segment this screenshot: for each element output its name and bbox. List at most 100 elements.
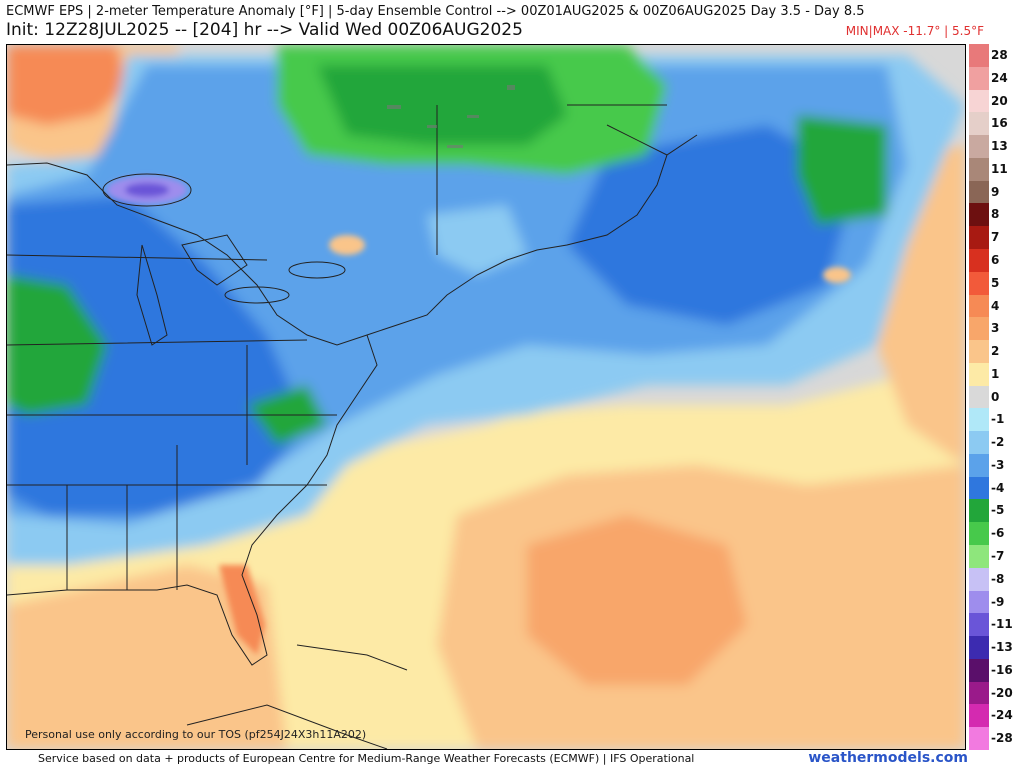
colorbar-label: -4 [991,480,1005,495]
anomaly-field [7,45,965,749]
colorbar-swatch [969,408,989,432]
data-credit: Service based on data + products of Euro… [38,752,695,765]
colorbar-swatch [969,476,989,500]
colorbar-swatch [969,203,989,227]
colorbar-step: 28 [969,44,1019,67]
colorbar-swatch [969,590,989,614]
colorbar-step: -9 [969,590,1019,614]
colorbar-step: 24 [969,66,1019,90]
anomaly-map[interactable]: Personal use only according to our TOS (… [6,44,966,750]
colorbar-label: -20 [991,685,1013,700]
colorbar-label: -8 [991,571,1005,586]
min-max-readout: MIN|MAX -11.7° | 5.5°F [845,24,984,38]
colorbar-swatch [969,340,989,363]
colorbar-step: -28 [969,727,1019,750]
colorbar-label: -6 [991,526,1005,541]
colorbar-label: 16 [991,116,1008,131]
colorbar-label: -5 [991,503,1005,518]
colorbar-step: 8 [969,203,1019,227]
colorbar-step: -5 [969,499,1019,523]
colorbar-label: -11 [991,617,1013,632]
colorbar-step: 1 [969,362,1019,386]
colorbar-label: 2 [991,344,1000,359]
colorbar-step: -7 [969,545,1019,568]
colorbar-step: 11 [969,157,1019,181]
colorbar-step: -24 [969,704,1019,728]
colorbar-label: 0 [991,389,1000,404]
colorbar-step: 3 [969,317,1019,341]
colorbar-label: -2 [991,435,1005,450]
colorbar-swatch [969,317,989,341]
footer: Service based on data + products of Euro… [0,750,1024,768]
colorbar-label: -3 [991,457,1005,472]
colorbar-step: -13 [969,636,1019,659]
colorbar-swatch [969,362,989,386]
map-subtitle: Init: 12Z28JUL2025 -- [204] hr --> Valid… [6,20,523,40]
colorbar-step: 2 [969,340,1019,363]
colorbar-swatch [969,727,989,750]
colorbar-step: -11 [969,613,1019,637]
colorbar-label: -7 [991,549,1005,564]
colorbar-step: -2 [969,431,1019,454]
colorbar-swatch [969,385,989,409]
colorbar-step: -6 [969,522,1019,546]
colorbar-step: -4 [969,476,1019,500]
colorbar-swatch [969,112,989,136]
colorbar-label: -9 [991,594,1005,609]
colorbar-step: 16 [969,112,1019,136]
map-title: ECMWF EPS | 2-meter Temperature Anomaly … [6,4,865,19]
colorbar-step: 7 [969,226,1019,249]
colorbar-label: -28 [991,731,1013,746]
colorbar-swatch [969,453,989,477]
colorbar-step: -1 [969,408,1019,432]
colorbar-step: -8 [969,567,1019,591]
colorbar-step: 20 [969,89,1019,113]
colorbar-step: 13 [969,135,1019,158]
colorbar-swatch [969,681,989,705]
colorbar-swatch [969,271,989,295]
colorbar-swatch [969,89,989,113]
colorbar-label: 13 [991,139,1008,154]
colorbar-swatch [969,545,989,568]
colorbar-step: 0 [969,385,1019,409]
colorbar-label: 6 [991,252,1000,267]
colorbar-label: 11 [991,161,1008,176]
colorbar-swatch [969,66,989,90]
colorbar-step: 9 [969,180,1019,204]
colorbar-label: 8 [991,207,1000,222]
colorbar-label: 4 [991,298,1000,313]
colorbar-swatch [969,636,989,659]
colorbar-swatch [969,704,989,728]
colorbar-label: -1 [991,412,1005,427]
colorbar-swatch [969,658,989,682]
colorbar-step: -3 [969,453,1019,477]
colorbar-label: -24 [991,708,1013,723]
colorbar-label: 20 [991,93,1008,108]
colorbar-label: 3 [991,321,1000,336]
colorbar-step: 6 [969,248,1019,272]
colorbar-label: -13 [991,640,1013,655]
colorbar-step: 5 [969,271,1019,295]
colorbar-swatch [969,248,989,272]
colorbar-label: 5 [991,275,1000,290]
colorbar-swatch [969,613,989,637]
colorbar-label: 1 [991,366,1000,381]
colorbar-label: 9 [991,184,1000,199]
colorbar-swatch [969,180,989,204]
colorbar-label: 7 [991,230,1000,245]
colorbar-label: 24 [991,70,1008,85]
colorbar-swatch [969,567,989,591]
colorbar-swatch [969,522,989,546]
colorbar-step: -16 [969,658,1019,682]
brand-link[interactable]: weathermodels.com [808,750,968,766]
colorbar-swatch [969,499,989,523]
colorbar-step: -20 [969,681,1019,705]
colorbar-swatch [969,44,989,67]
colorbar-legend: 28 24 20 16 13 11 9 8 7 6 5 4 3 2 1 0 -1 -2 -3 -4 -5 -6 -7 -8 -9… [969,44,1019,750]
tos-notice: Personal use only according to our TOS (… [25,728,367,741]
colorbar-swatch [969,431,989,454]
colorbar-label: 28 [991,48,1008,62]
header: ECMWF EPS | 2-meter Temperature Anomaly … [0,0,1024,44]
colorbar-label: -16 [991,662,1013,677]
colorbar-swatch [969,135,989,158]
